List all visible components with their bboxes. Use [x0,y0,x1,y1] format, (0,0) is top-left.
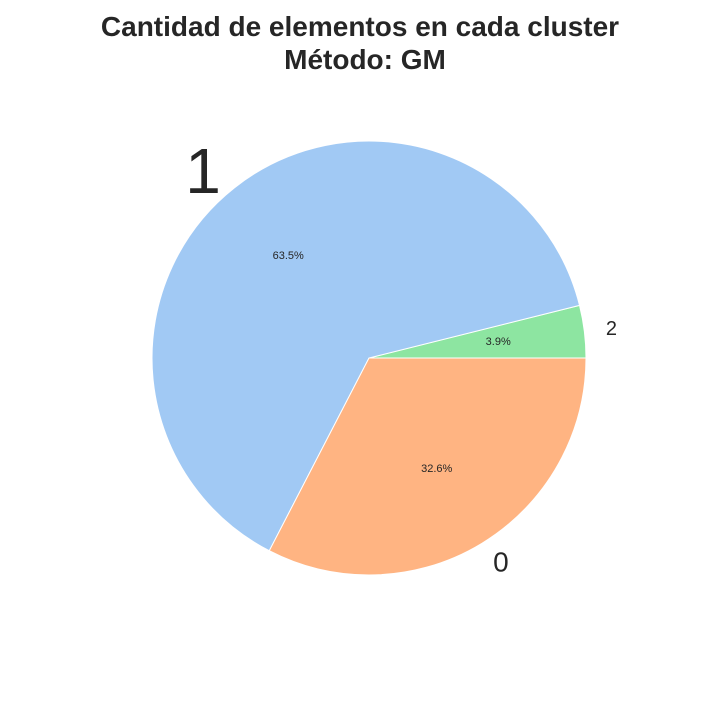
pie-labels: 3.9% 2 63.5% 1 32.6% 0 [185,135,617,578]
chart-subtitle: Método: GM [284,44,446,75]
pie-percent-label-2: 3.9% [486,336,511,348]
pie-slice-0 [268,357,587,576]
chart-title: Cantidad de elementos en cada cluster [101,11,619,42]
pie-percent-label-1: 63.5% [273,250,304,262]
pie-category-label-1: 1 [185,135,221,207]
pie-percent-label-0: 32.6% [421,463,452,475]
pie-category-label-2: 2 [606,318,617,340]
pie-slice-1 [151,140,581,552]
pie-category-label-0: 0 [493,546,509,577]
pie-slices [151,140,587,576]
